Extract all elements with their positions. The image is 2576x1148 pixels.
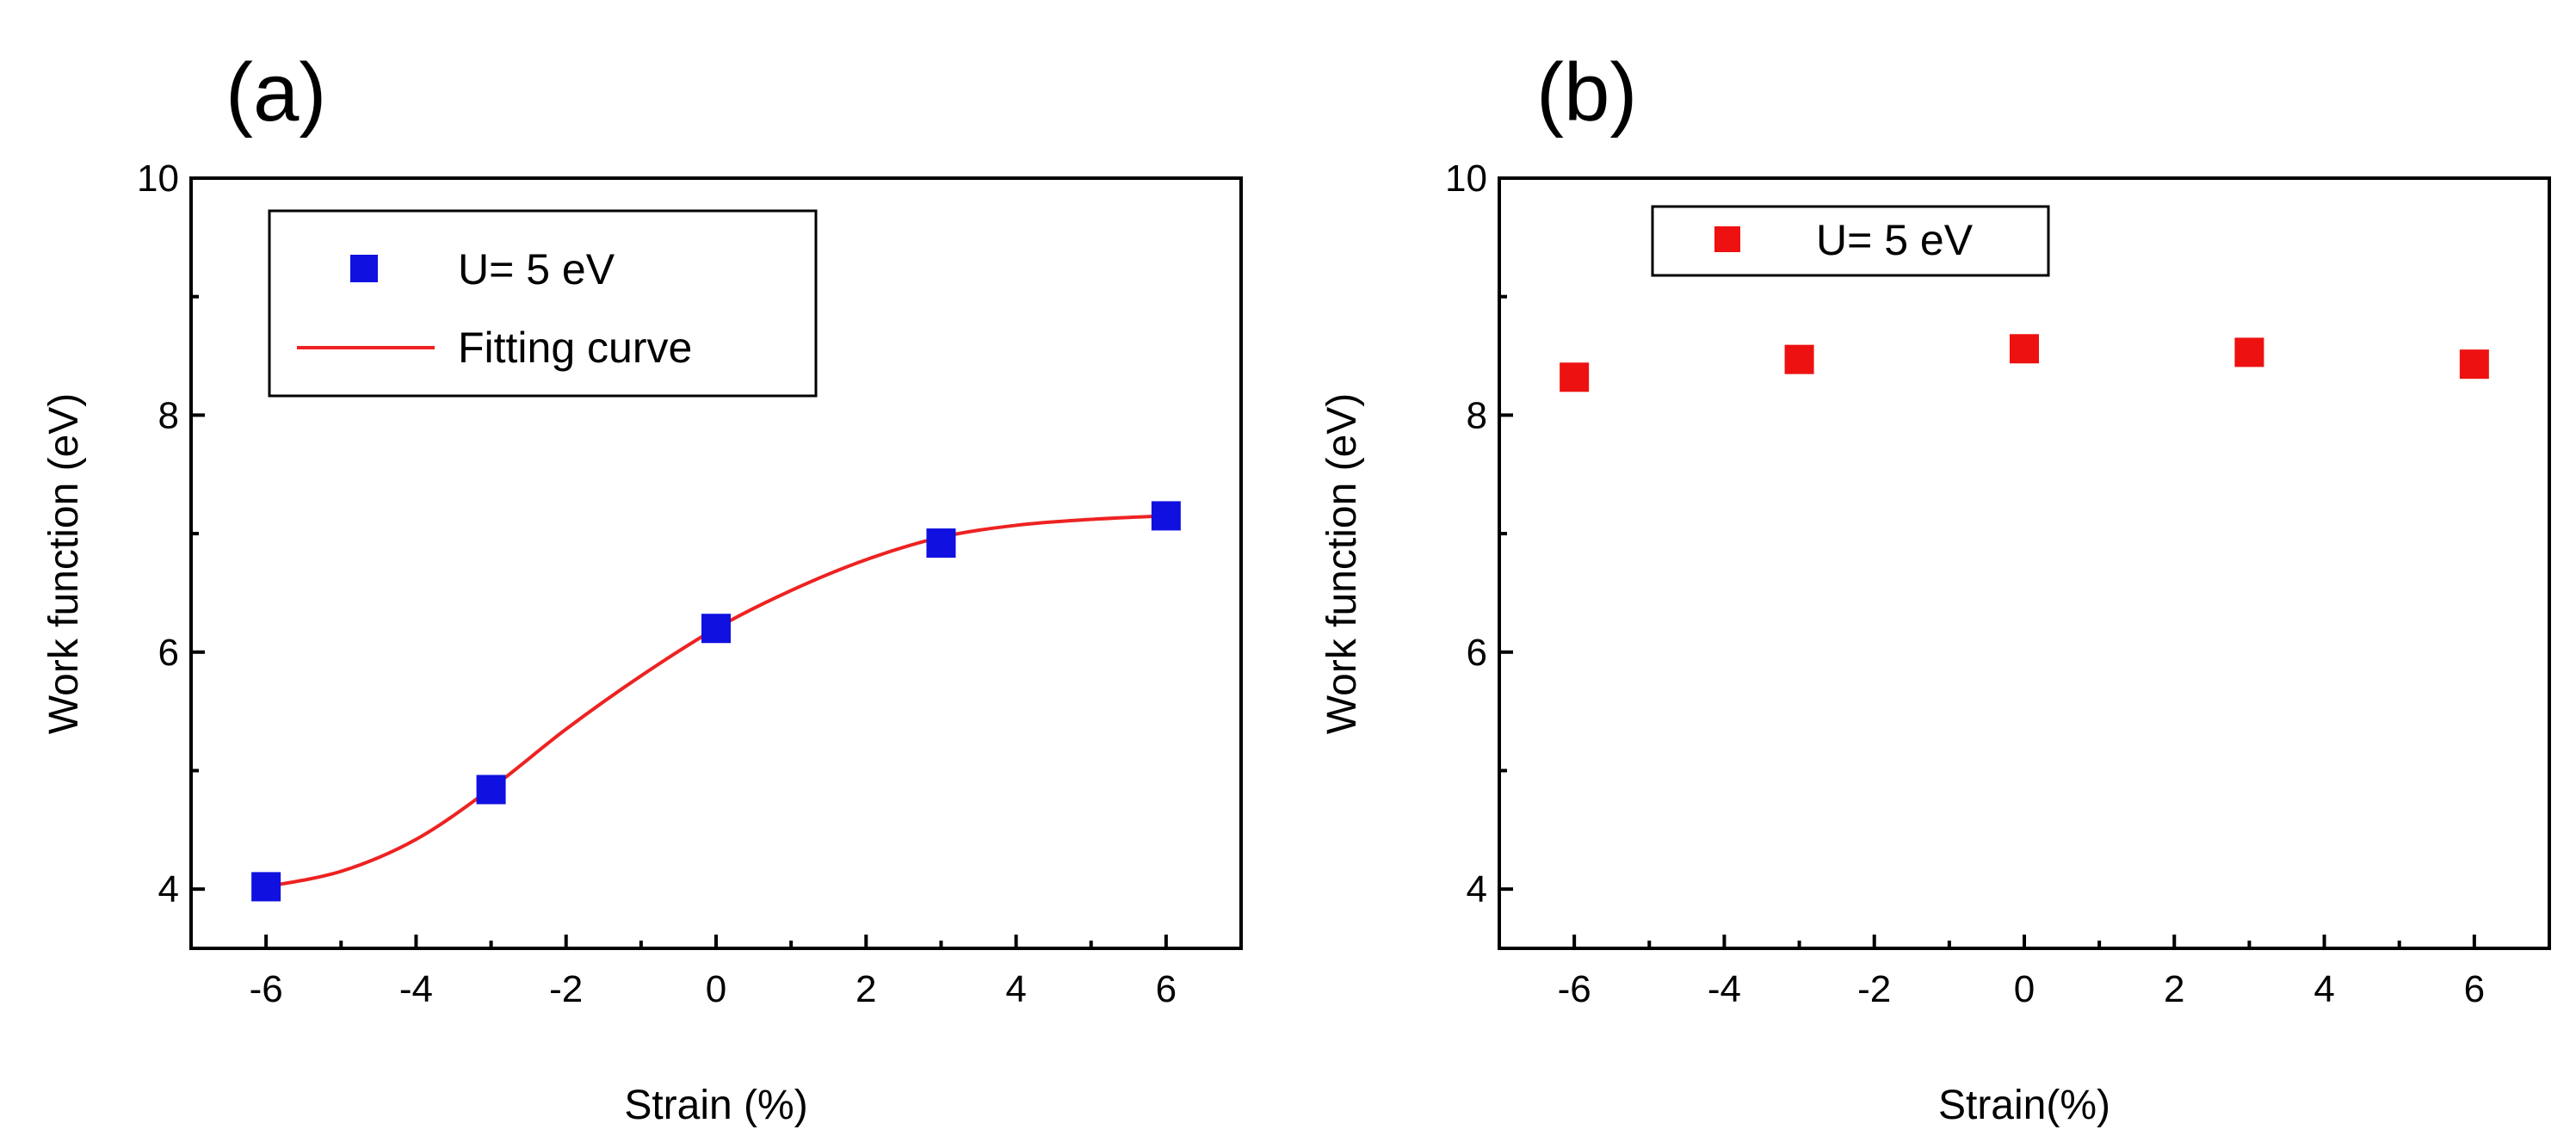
panel-a-series xyxy=(251,501,1181,902)
panel-b-y-ticks: 4 6 8 10 xyxy=(1445,157,1513,910)
panel-b-x-tick-label: 2 xyxy=(2164,968,2184,1010)
panel-a-label: (a) xyxy=(225,46,326,139)
panel-a-x-tick-label: -2 xyxy=(549,968,583,1010)
panel-a-y-tick-label: 4 xyxy=(158,868,179,910)
panel-a-x-tick-label: -6 xyxy=(250,968,283,1010)
panel-b-data-point xyxy=(2010,334,2039,364)
panel-b-plot-frame xyxy=(1498,176,2551,950)
panel-a-y-axis-title: Work function (eV) xyxy=(41,393,87,735)
panel-b-y-tick-label: 4 xyxy=(1467,868,1487,910)
panel-b-x-tick-label: -4 xyxy=(1708,968,1741,1010)
panel-b-data-point xyxy=(1560,362,1590,392)
panel-a-fitting-curve xyxy=(265,514,1166,889)
panel-b-x-tick-label: 4 xyxy=(2313,968,2334,1010)
panel-a-y-ticks: 4 6 8 10 xyxy=(137,157,205,910)
panel-b-y-axis-title: Work function (eV) xyxy=(1319,393,1365,735)
panel-b-x-tick-label: -6 xyxy=(1558,968,1591,1010)
panel-b-x-tick-label: -2 xyxy=(1857,968,1891,1010)
panel-a: (a) 4 6 8 10 -6 -4 -2 0 2 4 6 Strain (%) Work fun… xyxy=(41,46,1243,1128)
panel-a-x-ticks: -6 -4 -2 0 2 4 6 xyxy=(189,935,1243,1010)
panel-b-x-tick-label: 0 xyxy=(2014,968,2035,1010)
panel-b-x-ticks: -6 -4 -2 0 2 4 6 xyxy=(1498,935,2551,1010)
panel-b-data-point xyxy=(1784,344,1814,374)
panel-b: (b) 4 6 8 10 -6 -4 -2 0 2 4 6 Strain(%) Work func… xyxy=(1319,46,2551,1128)
panel-b-data-point xyxy=(2459,349,2489,380)
panel-b-series xyxy=(1560,334,2489,392)
panel-b-x-tick-label: 6 xyxy=(2464,968,2485,1010)
panel-a-y-tick-label: 10 xyxy=(137,157,179,200)
panel-b-legend: U= 5 eV xyxy=(1651,205,2050,277)
panel-a-y-tick-label: 8 xyxy=(158,394,179,436)
panel-a-x-axis-title: Strain (%) xyxy=(624,1083,807,1128)
panel-a-x-tick-label: 4 xyxy=(1005,968,1026,1010)
panel-b-y-tick-label: 8 xyxy=(1467,394,1487,436)
panel-a-x-tick-label: 0 xyxy=(706,968,726,1010)
panel-a-legend: U= 5 eV Fitting curve xyxy=(268,209,818,398)
panel-a-legend-label-1: U= 5 eV xyxy=(458,245,615,293)
panel-a-data-point xyxy=(926,528,956,559)
panel-b-data-point xyxy=(2234,337,2264,367)
panel-a-legend-box xyxy=(268,209,818,398)
panel-b-x-axis-title: Strain(%) xyxy=(1938,1083,2110,1128)
panel-a-x-tick-label: 6 xyxy=(1156,968,1177,1010)
panel-a-data-point xyxy=(251,872,281,902)
panel-b-y-tick-label: 10 xyxy=(1445,157,1487,200)
panel-b-legend-label-1: U= 5 eV xyxy=(1816,216,1974,264)
panel-a-data-point xyxy=(476,775,506,805)
panel-a-x-tick-label: 2 xyxy=(856,968,876,1010)
panel-b-label: (b) xyxy=(1536,46,1637,139)
panel-b-y-tick-label: 6 xyxy=(1467,632,1487,674)
panel-a-data-point xyxy=(1151,501,1181,531)
panel-b-legend-marker xyxy=(1714,226,1740,252)
panel-a-x-tick-label: -4 xyxy=(399,968,433,1010)
panel-a-data-point xyxy=(701,614,731,644)
panel-a-legend-marker xyxy=(350,255,378,282)
panel-a-y-tick-label: 6 xyxy=(158,632,179,674)
panel-a-legend-label-2: Fitting curve xyxy=(458,324,692,372)
